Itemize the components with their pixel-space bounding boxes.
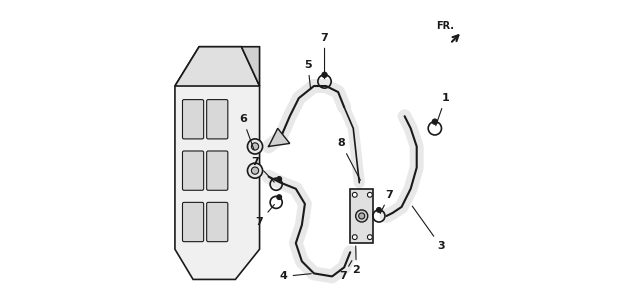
FancyBboxPatch shape — [207, 151, 228, 190]
Polygon shape — [269, 128, 290, 146]
Text: 7: 7 — [251, 156, 275, 182]
Text: 7: 7 — [321, 33, 328, 79]
Polygon shape — [241, 47, 260, 86]
Text: 4: 4 — [280, 271, 311, 282]
FancyBboxPatch shape — [207, 202, 228, 242]
Circle shape — [248, 163, 262, 178]
Circle shape — [248, 139, 262, 154]
Circle shape — [353, 235, 357, 239]
Text: 6: 6 — [239, 114, 254, 150]
Text: 7: 7 — [339, 261, 352, 282]
Text: 3: 3 — [412, 206, 445, 251]
Circle shape — [353, 192, 357, 197]
Circle shape — [376, 207, 381, 212]
Circle shape — [358, 213, 365, 219]
Circle shape — [252, 167, 259, 174]
Circle shape — [276, 177, 282, 181]
Text: FR.: FR. — [436, 20, 454, 31]
Text: 2: 2 — [353, 246, 360, 275]
FancyBboxPatch shape — [182, 151, 204, 190]
FancyBboxPatch shape — [207, 100, 228, 139]
Circle shape — [356, 210, 368, 222]
Circle shape — [367, 235, 372, 239]
Polygon shape — [175, 47, 260, 86]
Text: 1: 1 — [436, 93, 449, 126]
Circle shape — [276, 195, 282, 199]
Circle shape — [252, 143, 259, 150]
FancyBboxPatch shape — [350, 189, 373, 243]
Text: 8: 8 — [337, 138, 360, 180]
Text: 7: 7 — [380, 190, 394, 214]
Text: 7: 7 — [256, 204, 275, 227]
Circle shape — [432, 119, 438, 124]
Polygon shape — [175, 47, 260, 279]
Circle shape — [322, 72, 327, 77]
FancyBboxPatch shape — [182, 202, 204, 242]
Text: 5: 5 — [304, 60, 312, 89]
FancyBboxPatch shape — [182, 100, 204, 139]
Circle shape — [367, 192, 372, 197]
